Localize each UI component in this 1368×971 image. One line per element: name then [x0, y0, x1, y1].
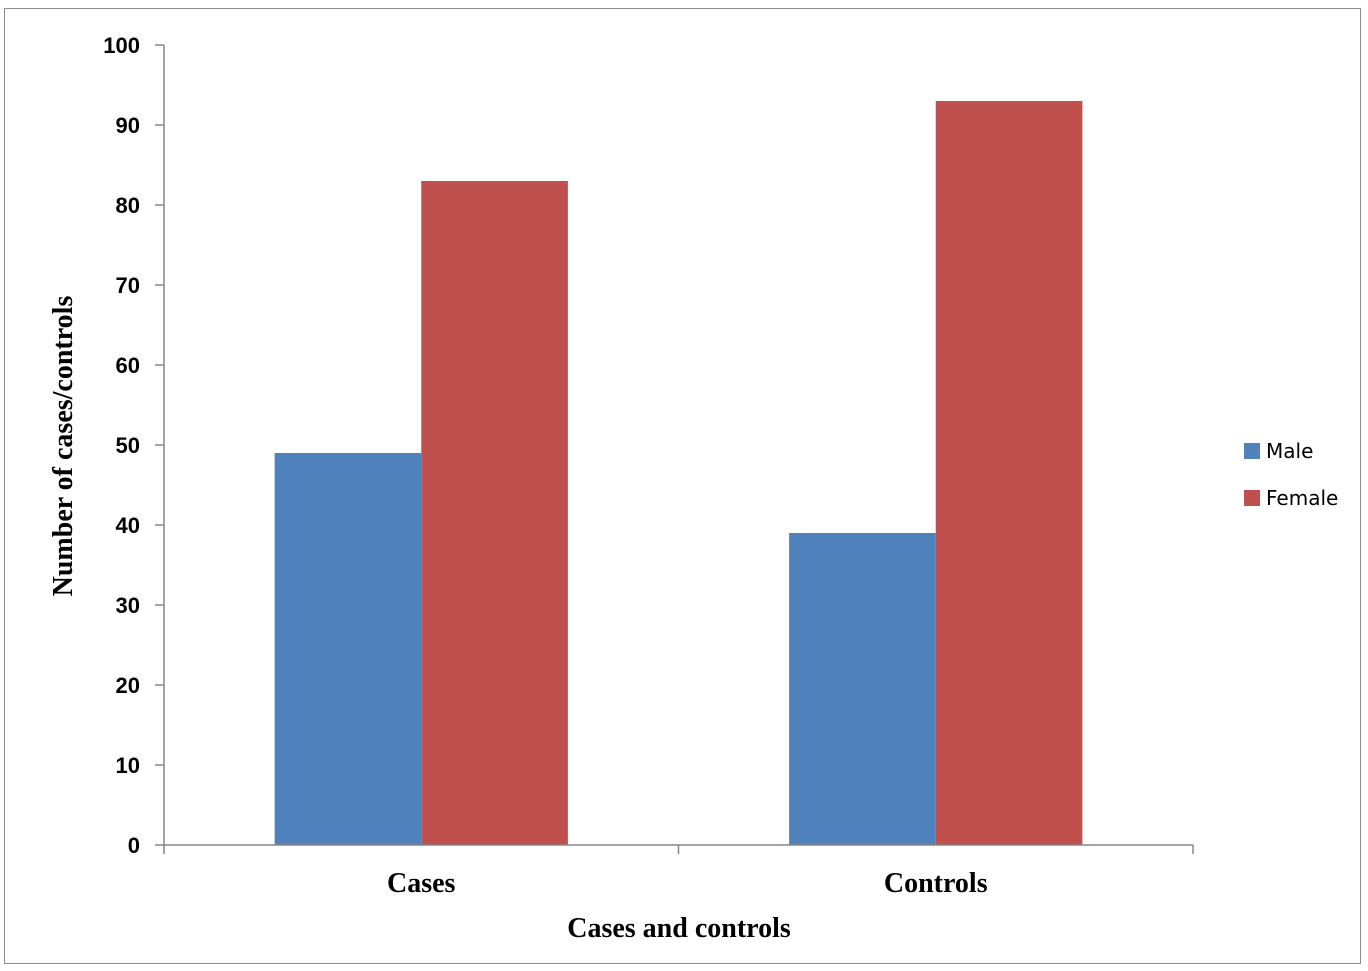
y-tick-label: 60	[116, 353, 140, 378]
y-axis-title: Number of cases/controls	[48, 296, 79, 597]
y-tick-label: 0	[128, 833, 140, 858]
bars	[274, 101, 1083, 845]
y-tick-label: 70	[116, 273, 140, 298]
bar-female-cases	[421, 181, 568, 845]
x-category-label: Controls	[884, 868, 988, 899]
y-tick-label: 30	[116, 593, 140, 618]
legend: Male Female	[1244, 439, 1338, 510]
legend-label-female: Female	[1266, 486, 1338, 510]
bar-male-controls	[789, 533, 936, 845]
legend-label-male: Male	[1266, 439, 1313, 463]
chart-frame	[4, 8, 1361, 964]
y-tick-label: 10	[116, 753, 140, 778]
x-axis-ticks	[163, 845, 1194, 854]
bar-male-cases	[274, 453, 422, 845]
x-category-label: Cases	[387, 868, 456, 899]
y-tick-label: 20	[116, 673, 140, 698]
y-axis-ticks: 0 10 20 30 40 50 60 70 80 90 100	[103, 33, 164, 858]
legend-swatch-female	[1244, 490, 1260, 506]
y-tick-label: 40	[116, 513, 140, 538]
y-tick-label: 100	[103, 33, 140, 58]
x-axis-title: Cases and controls	[567, 913, 791, 944]
legend-swatch-male	[1244, 443, 1260, 459]
y-tick-label: 50	[116, 433, 140, 458]
bar-female-controls	[935, 101, 1083, 845]
y-tick-label: 80	[116, 193, 140, 218]
y-tick-label: 90	[116, 113, 140, 138]
x-axis-category-labels: Cases Controls	[387, 868, 988, 899]
